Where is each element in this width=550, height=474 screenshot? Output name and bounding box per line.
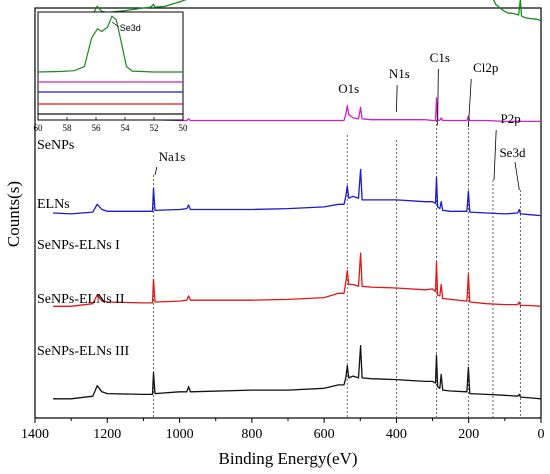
peak-label: C1s (430, 50, 450, 65)
peak-label-leader (154, 166, 158, 176)
x-tick-label: 200 (458, 427, 479, 442)
inset-tick-label: 50 (179, 123, 189, 133)
peak-label: Cl2p (473, 60, 498, 75)
x-tick-label: 0 (538, 427, 545, 442)
series-line (53, 168, 542, 217)
series-line (53, 344, 542, 400)
series-label: SeNPs-ELNs I (37, 238, 120, 253)
inset-annotation: Se3d (120, 23, 141, 33)
x-tick-label: 1000 (166, 427, 194, 442)
y-axis-label: Counts(s) (4, 181, 23, 247)
series-label: SeNPs-ELNs II (37, 292, 125, 307)
inset-tick-label: 56 (92, 123, 102, 133)
inset-frame (37, 11, 184, 121)
series-label: ELNs (37, 197, 70, 212)
peak-label-leader (467, 78, 472, 128)
peak-label-leader (514, 161, 520, 191)
x-tick-label: 600 (314, 427, 335, 442)
peak-label: Na1s (159, 149, 186, 164)
peak-label: P2p (501, 111, 521, 126)
series-label: SeNPs-ELNs III (37, 344, 129, 359)
x-tick-label: 800 (241, 427, 262, 442)
inset-tick-label: 52 (150, 123, 159, 133)
inset-tick-label: 60 (34, 123, 44, 133)
series-line (53, 252, 542, 307)
series-line (52, 0, 542, 22)
x-tick-label: 400 (386, 427, 407, 442)
peak-label-leader (396, 84, 398, 113)
peak-label-leader (493, 129, 497, 181)
x-tick-label: 1400 (21, 427, 49, 442)
x-axis-label: Binding Energy(eV) (219, 449, 358, 468)
inset-series-line (37, 15, 183, 73)
inset-annotation-leader (111, 21, 119, 28)
inset-tick-label: 58 (63, 123, 73, 133)
peak-label: O1s (338, 81, 359, 96)
inset-tick-label: 54 (121, 123, 131, 133)
peak-label: N1s (389, 66, 410, 81)
peak-label: Se3d (499, 145, 526, 160)
peak-label-leader (437, 68, 439, 126)
x-tick-label: 1200 (93, 427, 121, 442)
series-label: SeNPs (37, 138, 74, 153)
